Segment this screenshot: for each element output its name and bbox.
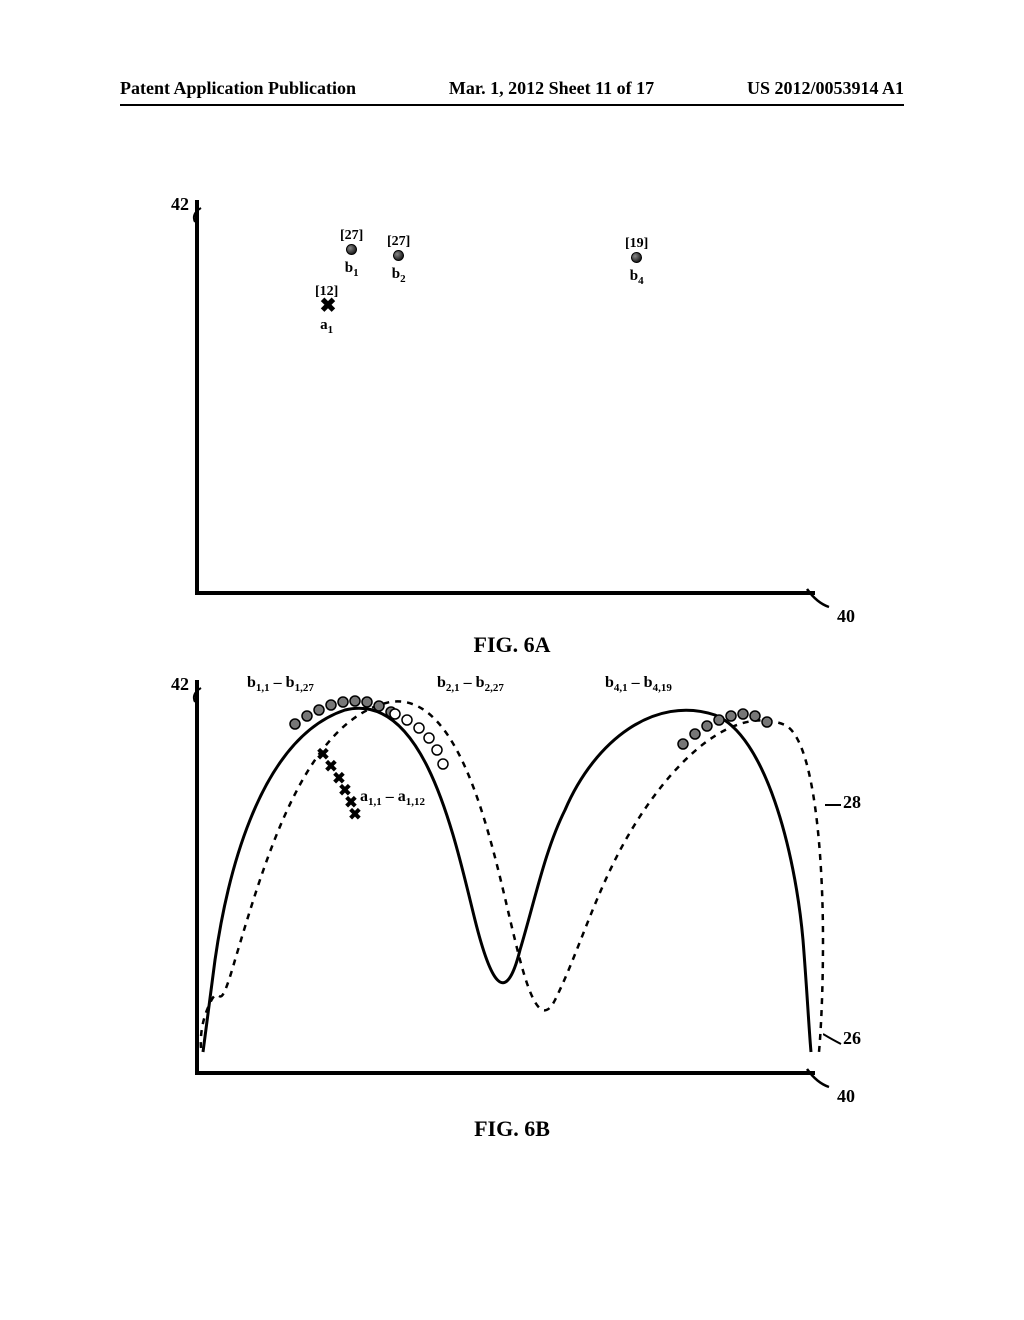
header-left: Patent Application Publication xyxy=(120,78,356,99)
point-b2: [27] b2 xyxy=(387,234,410,285)
figure-6a-title: FIG. 6A xyxy=(474,632,551,658)
figure-6b: 42 40 ✖✖✖✖✖✖ b1,1 – b1,27b2,1 – b2,27b4,… xyxy=(195,680,825,1095)
point-label: b2 xyxy=(387,266,410,285)
ref-28: 28 xyxy=(843,792,861,813)
a1-series-markers: ✖✖✖✖✖✖ xyxy=(316,747,361,824)
point-marker xyxy=(387,249,410,266)
header-center: Mar. 1, 2012 Sheet 11 of 17 xyxy=(449,78,654,99)
x-axis xyxy=(195,591,815,595)
point-bracket: [27] xyxy=(387,234,410,249)
lbl-b1: b1,1 – b1,27 xyxy=(247,674,314,694)
curve-28-dashed xyxy=(201,701,823,1052)
lbl-b2: b2,1 – b2,27 xyxy=(437,674,504,694)
y-axis-lead-line xyxy=(185,206,205,226)
dot-marker-icon xyxy=(393,250,404,261)
point-marker xyxy=(625,251,648,268)
header-rule xyxy=(120,104,904,106)
x-axis-label: 40 xyxy=(837,1086,855,1107)
curve-26-solid xyxy=(203,708,811,1052)
point-a1: [12]✖a1 xyxy=(315,284,338,336)
point-label: b4 xyxy=(625,268,648,287)
figure-6b-plot: ✖✖✖✖✖✖ xyxy=(195,680,825,1075)
lbl-a1: a1,1 – a1,12 xyxy=(360,788,425,808)
point-bracket: [27] xyxy=(340,228,363,243)
point-b4: [19] b4 xyxy=(625,236,648,287)
x-marker-icon: ✖ xyxy=(320,299,334,313)
axis-corner-tail xyxy=(805,587,833,615)
page-header: Patent Application Publication Mar. 1, 2… xyxy=(0,78,1024,99)
svg-text:✖: ✖ xyxy=(348,807,361,824)
lbl-b4: b4,1 – b4,19 xyxy=(605,674,672,694)
x-axis-label: 40 xyxy=(837,606,855,627)
y-axis xyxy=(195,200,199,595)
figure-6a: 42 40 [27]b1[27]b2[19]b4[12]✖a1 xyxy=(195,200,825,615)
point-label: a1 xyxy=(315,317,338,336)
point-bracket: [19] xyxy=(625,236,648,251)
header-right: US 2012/0053914 A1 xyxy=(747,78,904,99)
dot-marker-icon xyxy=(346,244,357,255)
figure-6b-title: FIG. 6B xyxy=(474,1116,550,1142)
point-label: b1 xyxy=(340,260,363,279)
point-b1: [27] b1 xyxy=(340,228,363,279)
b2-series-markers xyxy=(390,709,448,769)
dot-marker-icon xyxy=(631,252,642,263)
point-marker xyxy=(340,243,363,260)
ref-26: 26 xyxy=(843,1028,861,1049)
point-marker: ✖ xyxy=(315,299,338,317)
